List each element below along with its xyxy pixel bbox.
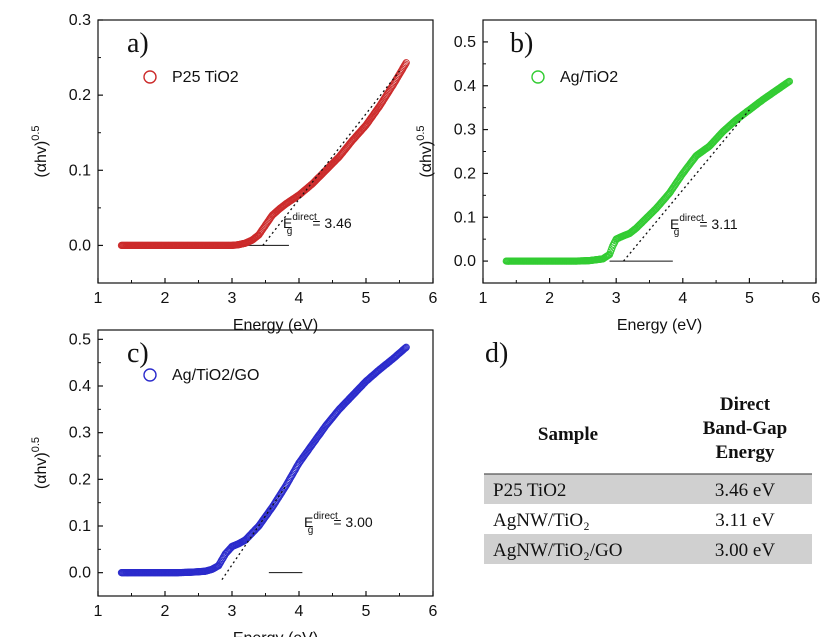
y-tick-label: 0.4 [454, 78, 476, 95]
x-tick-label: 3 [612, 290, 621, 307]
panel-letter: a) [127, 28, 149, 59]
x-tick-label: 5 [362, 290, 371, 307]
y-tick-label: 0.0 [69, 237, 91, 254]
legend-marker [531, 70, 545, 84]
band-gap-annotation: Edirect g= 3.00 [304, 511, 373, 536]
y-axis-label: (αhv)0.5 [30, 125, 50, 177]
data-point [785, 77, 794, 86]
x-tick-label: 5 [362, 603, 371, 620]
table-header-energy: Direct [720, 394, 771, 415]
x-axis-label: Energy (eV) [617, 317, 702, 334]
x-tick-label: 4 [295, 290, 304, 307]
data-point [261, 221, 270, 229]
y-tick-label: 0.3 [69, 12, 91, 29]
table-cell-sample: AgNW/TiO₂/GO [493, 540, 622, 561]
x-tick-label: 5 [745, 290, 754, 307]
data-point [783, 79, 791, 87]
y-axis-label: (αhv)0.5 [30, 437, 50, 489]
data-series [117, 59, 410, 250]
table-header-energy: Energy [715, 442, 775, 463]
data-point [401, 60, 410, 68]
x-tick-label: 6 [429, 290, 438, 307]
table-cell-energy: 3.46 eV [715, 480, 775, 501]
x-tick-label: 6 [812, 290, 821, 307]
legend-marker [143, 368, 157, 382]
x-tick-label: 3 [228, 290, 237, 307]
table-cell-sample: P25 TiO2 [493, 480, 566, 501]
plot-panel-3: 1 2 3 4 5 6 0.0 0.1 0.2 0.3 0.4 0.5 Energy (eV) (αhv)… [30, 329, 438, 637]
x-tick-label: 6 [429, 603, 438, 620]
data-point [257, 227, 265, 235]
y-tick-label: 0.0 [69, 565, 91, 582]
y-tick-label: 0.2 [454, 165, 476, 182]
y-tick-label: 0.3 [454, 122, 476, 139]
legend-label: Ag/TiO2 [560, 69, 618, 86]
y-axis-label: (αhv)0.5 [415, 125, 435, 177]
table-cell-energy: 3.00 eV [715, 540, 775, 561]
legend-label: P25 TiO2 [172, 69, 239, 86]
data-point [259, 225, 267, 233]
table-row-shade [484, 534, 812, 564]
x-tick-label: 2 [161, 603, 170, 620]
y-tick-label: 0.2 [69, 87, 91, 104]
band-gap-annotation: Edirect g= 3.46 [283, 212, 352, 237]
y-tick-label: 0.1 [69, 518, 91, 535]
x-tick-label: 1 [94, 290, 103, 307]
x-tick-label: 1 [94, 603, 103, 620]
x-tick-label: 4 [678, 290, 687, 307]
x-tick-label: 2 [545, 290, 554, 307]
table-row-shade [484, 474, 812, 504]
data-point [387, 84, 395, 92]
table-header-sample: Sample [538, 424, 598, 445]
data-point [402, 343, 410, 351]
panel-letter: b) [510, 28, 533, 59]
data-point [402, 59, 410, 67]
x-axis-label: Energy (eV) [233, 630, 318, 637]
data-point [400, 345, 408, 353]
data-point [255, 231, 263, 239]
x-tick-label: 3 [228, 603, 237, 620]
x-tick-label: 4 [295, 603, 304, 620]
y-tick-label: 0.0 [454, 253, 476, 270]
y-tick-label: 0.4 [69, 378, 91, 395]
data-point [263, 219, 271, 227]
table-cell-sample: AgNW/TiO₂ [493, 510, 590, 531]
band-gap-table: d) Sample Direct Band-Gap Energy P25 TiO2 3.46… [484, 338, 812, 564]
table-cell-energy: 3.11 eV [715, 510, 775, 531]
legend-marker [143, 70, 157, 84]
data-point [279, 486, 287, 494]
panel-letter: c) [127, 338, 149, 369]
plot-panel-1: 1 2 3 4 5 6 0.0 0.1 0.2 0.3 Energy (eV) (αhv)0.5 a) P… [30, 12, 438, 334]
x-tick-label: 1 [479, 290, 488, 307]
tangent-fit-line [623, 109, 750, 262]
y-tick-label: 0.2 [69, 471, 91, 488]
y-tick-label: 0.5 [69, 331, 91, 348]
y-tick-label: 0.5 [454, 34, 476, 51]
tangent-fit-line [262, 70, 401, 246]
y-tick-label: 0.1 [454, 209, 476, 226]
y-tick-label: 0.1 [69, 162, 91, 179]
x-axis-label: Energy (eV) [233, 317, 318, 334]
legend-label: Ag/TiO2/GO [172, 367, 259, 384]
y-tick-label: 0.3 [69, 425, 91, 442]
x-tick-label: 2 [161, 290, 170, 307]
data-point [400, 344, 409, 353]
table-header-energy: Band-Gap [703, 418, 787, 439]
data-point [401, 344, 410, 352]
plot-panel-2: 1 2 3 4 5 6 0.0 0.1 0.2 0.3 0.4 0.5 Energy (eV) (αhv)… [415, 19, 821, 334]
tangent-fit-line [221, 485, 287, 581]
plot-frame [482, 19, 817, 284]
data-series [117, 343, 410, 577]
band-gap-annotation: Edirect g= 3.11 [670, 213, 738, 238]
panel-letter: d) [485, 338, 508, 369]
data-series [502, 77, 794, 265]
